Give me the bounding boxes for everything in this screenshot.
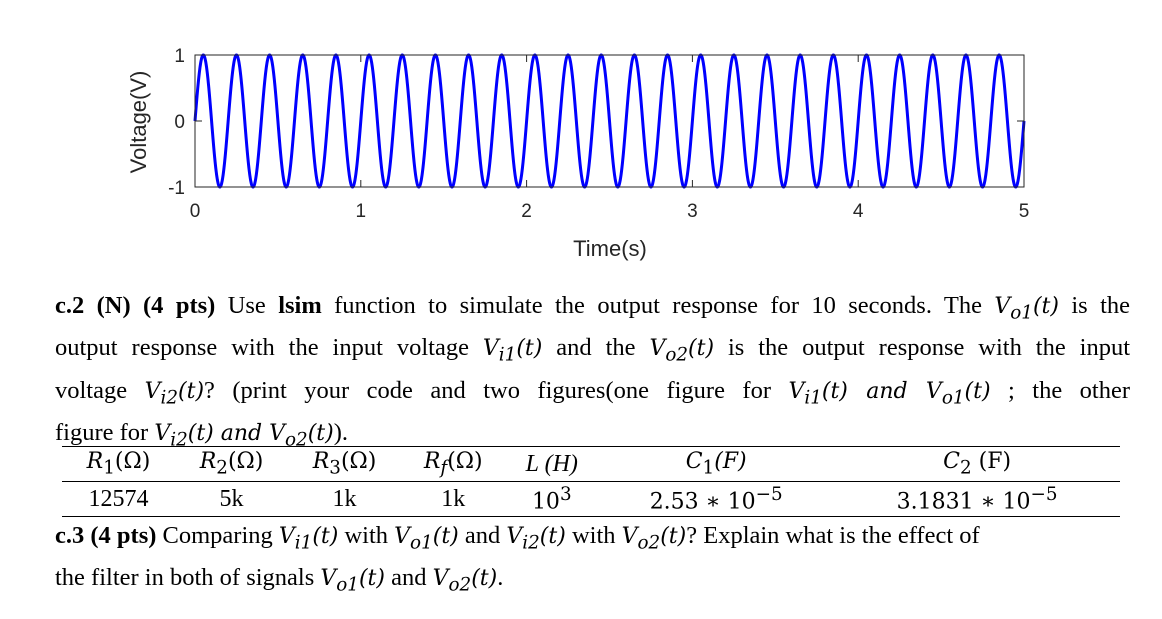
math-vi2: Vi2(t) — [144, 378, 205, 409]
header-c2: C2 (F) — [943, 449, 1012, 479]
cell-c2: 3.1831 ∗ 10−5 — [896, 483, 1058, 515]
c3-line-2: the filter in both of signals Vo1(t) and… — [55, 564, 504, 596]
c2-line-3: voltage Vi2(t)? (print your code and two… — [55, 376, 1131, 409]
x-axis-label: Time(s) — [573, 236, 647, 261]
x-tick-label: 4 — [853, 201, 864, 222]
header-c1: C1(F) — [685, 449, 747, 479]
c2-line-4: figure for Vi2(t) and Vo2(t)). — [55, 419, 349, 451]
x-tick-label: 1 — [356, 201, 367, 222]
lsim-keyword: lsim — [278, 292, 322, 319]
cell-r2: 5k — [219, 485, 244, 512]
table-row: 12574 5k 1k 1k 103 2.53 ∗ 10−5 3.1831 ∗ … — [62, 482, 1120, 517]
math-vo2: Vo2(t) — [432, 566, 498, 596]
header-l: L (H) — [525, 450, 578, 477]
plot-area: 0 1 2 3 4 5-101 — [168, 46, 1029, 222]
header-r3: R3(Ω) — [312, 449, 377, 479]
math-vi2-vo2: Vi2(t) and Vo2(t) — [154, 421, 334, 451]
cell-l: 103 — [531, 483, 572, 515]
y-tick-label: 0 — [174, 112, 185, 133]
math-vo1: Vo1(t) — [320, 566, 385, 596]
x-tick-label: 5 — [1019, 201, 1030, 222]
cell-r3: 1k — [332, 485, 357, 512]
math-vo2: Vo2(t) — [621, 524, 687, 554]
math-vo2: Vo2(t) — [649, 336, 715, 366]
x-tick-label: 0 — [190, 201, 201, 222]
math-vi1: Vi1(t) — [278, 524, 339, 554]
cell-c1: 2.53 ∗ 10−5 — [649, 483, 783, 515]
y-axis-label: Voltage(V) — [126, 71, 151, 174]
header-r1: R1(Ω) — [86, 449, 151, 479]
y-tick-label: -1 — [168, 178, 185, 199]
signal-line — [193, 53, 1026, 189]
math-vi1: Vi1(t) — [482, 336, 543, 366]
c2-label: c.2 (N) (4 pts) — [55, 292, 216, 319]
x-tick-label: 2 — [521, 201, 532, 222]
header-rf: Rf(Ω) — [423, 449, 483, 479]
cell-r1: 12574 — [88, 485, 149, 512]
c2-line-2: output response with the input voltage V… — [55, 334, 1131, 366]
cell-rf: 1k — [441, 485, 466, 512]
math-vi2: Vi2(t) — [506, 524, 566, 554]
math-vo1: Vo1(t) — [994, 294, 1059, 324]
math-vo1: Vo1(t) — [394, 524, 459, 554]
c3-line-1: c.3 (4 pts) Comparing Vi1(t) with Vo1(t)… — [55, 522, 980, 554]
y-tick-label: 1 — [174, 46, 185, 67]
voltage-time-chart: 0 1 2 3 4 5-101 Time(s) Voltage(V) — [126, 46, 1029, 261]
question-c2: c.2 (N) (4 pts) Use lsim function to sim… — [55, 288, 1130, 458]
x-tick-label: 3 — [687, 201, 698, 222]
parameter-table: R1(Ω) R2(Ω) R3(Ω) Rf(Ω) L (H) C1(F) C2 (… — [62, 446, 1120, 517]
header-r2: R2(Ω) — [199, 449, 264, 479]
c3-label: c.3 (4 pts) — [55, 522, 157, 549]
math-vi1-vo1: Vi1(t) and Vo1(t) — [788, 378, 991, 409]
table-header-row: R1(Ω) R2(Ω) R3(Ω) Rf(Ω) L (H) C1(F) C2 (… — [62, 446, 1120, 482]
c2-line-1: c.2 (N) (4 pts) Use lsim function to sim… — [55, 292, 1131, 324]
question-c3: c.3 (4 pts) Comparing Vi1(t) with Vo1(t)… — [55, 518, 1130, 603]
